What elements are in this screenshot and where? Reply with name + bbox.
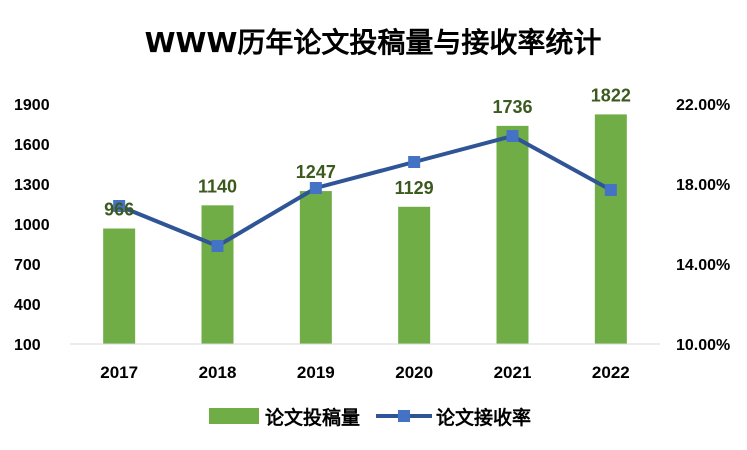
left-tick-label: 1300: [14, 177, 50, 194]
legend-swatch-marker: [398, 410, 410, 422]
category-label: 2019: [297, 363, 335, 382]
right-tick-label: 22.00%: [676, 97, 730, 114]
legend-swatch-bar: [209, 408, 259, 424]
bar: [201, 205, 234, 344]
rate-point: [113, 200, 126, 212]
rate-point: [309, 182, 322, 194]
bar-data-label: 966: [104, 200, 134, 220]
category-label: 2022: [592, 363, 630, 382]
right-tick-label: 14.00%: [676, 257, 730, 274]
bar: [594, 114, 627, 345]
bar: [299, 191, 332, 344]
legend-label-line: 论文接收率: [436, 406, 531, 429]
category-label: 2021: [494, 363, 532, 382]
category-label: 2020: [395, 363, 433, 382]
rate-line: [118, 134, 612, 248]
rate-point: [604, 184, 617, 196]
bar-data-label: 1129: [395, 178, 434, 198]
bar: [103, 228, 136, 344]
bar-series: [103, 114, 627, 345]
line-series: [113, 130, 617, 252]
right-axis: 10.00% 14.00% 18.00% 22.00%: [676, 97, 730, 354]
bar: [496, 125, 529, 344]
rate-point: [506, 130, 519, 142]
legend: 论文投稿量 论文接收率: [209, 406, 531, 429]
left-tick-label: 1900: [14, 97, 50, 114]
x-axis: 2017 2018 2019 2020 2021 2022: [100, 363, 629, 382]
rate-point: [408, 156, 421, 168]
right-tick-label: 10.00%: [676, 337, 730, 354]
category-label: 2017: [100, 363, 138, 382]
legend-label-bar: 论文投稿量: [265, 406, 360, 429]
rate-point: [211, 240, 224, 252]
bar-data-label: 1736: [492, 97, 532, 117]
data-labels: 966 1140 1247 1129 1736 1822: [104, 85, 631, 219]
bar-data-label: 1822: [591, 85, 631, 105]
left-tick-label: 1000: [14, 217, 50, 234]
bar: [398, 206, 431, 344]
left-axis: 100 400 700 1000 1300 1600 1900: [14, 97, 50, 354]
bar-data-label: 1140: [198, 176, 237, 196]
left-tick-label: 1600: [14, 137, 50, 154]
right-tick-label: 18.00%: [676, 177, 730, 194]
bar-data-label: 1247: [296, 162, 336, 182]
left-tick-label: 700: [14, 257, 41, 274]
chart-title: WWW历年论文投稿量与接收率统计: [145, 26, 602, 59]
left-tick-label: 100: [14, 337, 41, 354]
left-tick-label: 400: [14, 297, 41, 314]
category-label: 2018: [199, 363, 237, 382]
